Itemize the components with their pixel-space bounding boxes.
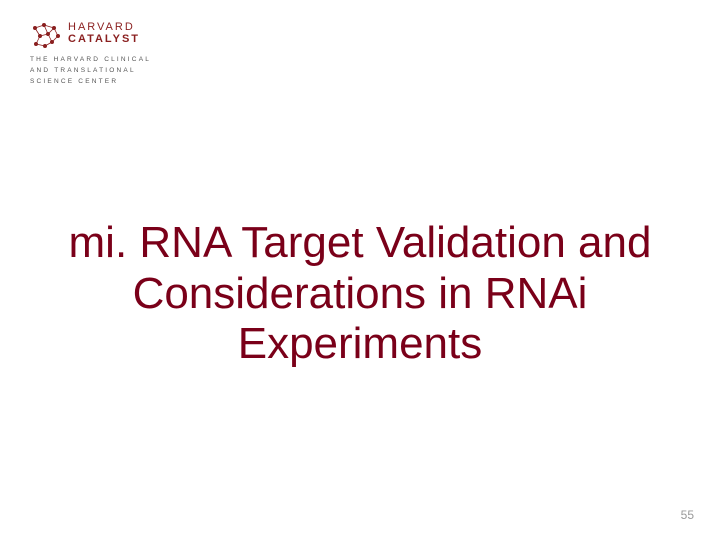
logo-line1: HARVARD: [68, 22, 140, 34]
logo-sub-line2: AND TRANSLATIONAL: [30, 65, 151, 76]
logo-sub-line3: SCIENCE CENTER: [30, 76, 151, 87]
logo-subtitle: THE HARVARD CLINICAL AND TRANSLATIONAL S…: [30, 54, 151, 87]
title-line2: Considerations in RNAi: [40, 269, 680, 320]
title-line1: mi. RNA Target Validation and: [40, 218, 680, 269]
title-line3: Experiments: [40, 319, 680, 370]
logo-line2: CATALYST: [68, 34, 140, 46]
slide-title: mi. RNA Target Validation and Considerat…: [0, 218, 720, 370]
logo-sub-line1: THE HARVARD CLINICAL: [30, 54, 151, 65]
catalyst-network-icon: [30, 22, 62, 50]
logo-text: HARVARD CATALYST: [68, 22, 140, 45]
page-number: 55: [681, 508, 694, 522]
logo-block: HARVARD CATALYST: [30, 22, 140, 50]
